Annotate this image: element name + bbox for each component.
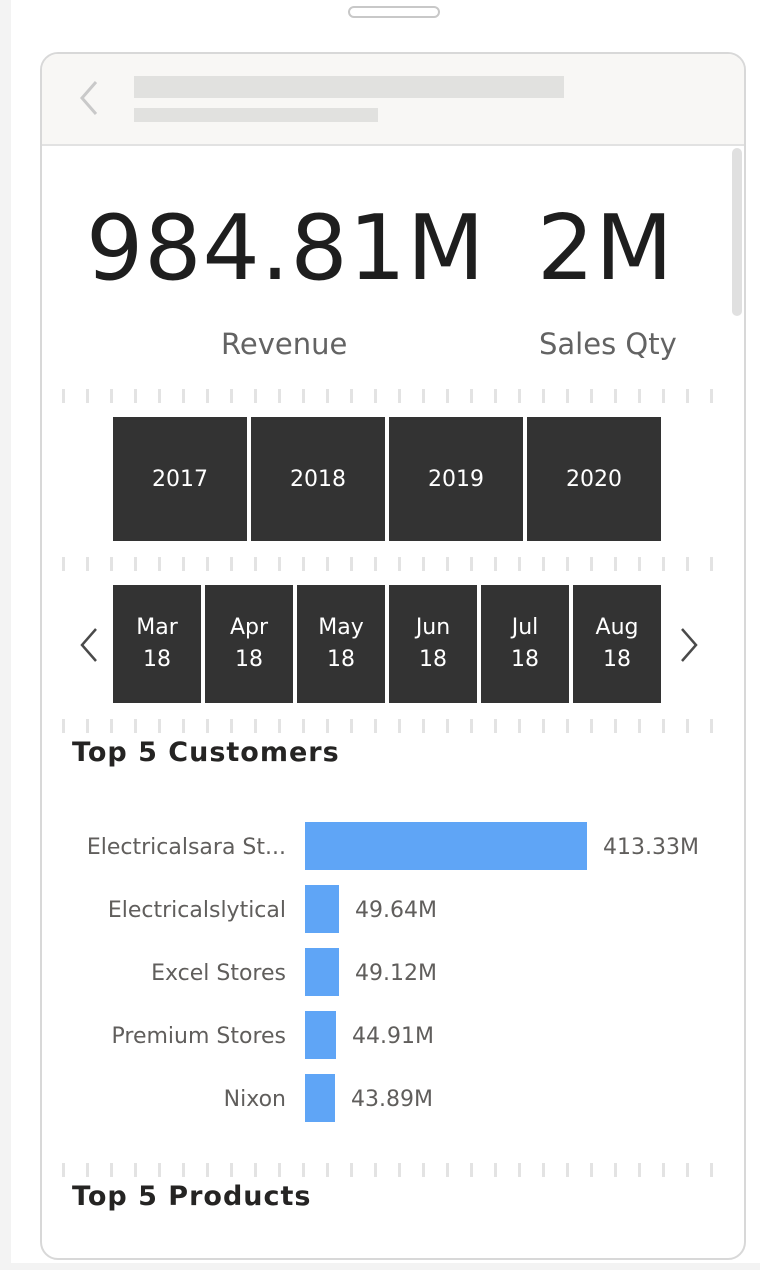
chevron-left-icon [80, 81, 98, 115]
bar[interactable] [305, 1011, 336, 1059]
scrollbar-thumb[interactable] [732, 148, 742, 316]
divider [62, 1163, 722, 1177]
back-button[interactable] [70, 76, 110, 120]
bar[interactable] [305, 822, 587, 870]
chevron-left-icon [80, 628, 97, 662]
revenue-label: Revenue [221, 327, 348, 361]
bar[interactable] [305, 948, 339, 996]
left-margin [0, 0, 11, 1270]
bottom-margin [0, 1263, 760, 1270]
bar-label: Excel Stores [151, 961, 286, 986]
month-tile-jul-18[interactable]: Jul 18 [481, 585, 569, 703]
bar-value-label: 413.33M [603, 835, 699, 860]
subtitle-placeholder [134, 108, 378, 122]
month-tile-apr-18[interactable]: Apr 18 [205, 585, 293, 703]
title-placeholder [134, 76, 564, 98]
bar[interactable] [305, 885, 339, 933]
phone-frame: 984.81M Revenue 2M Sales Qty 2017 2018 2… [40, 52, 746, 1260]
year-tile-2018[interactable]: 2018 [251, 417, 385, 541]
month-year: 18 [419, 647, 447, 672]
sales-qty-value: 2M [537, 196, 674, 301]
phone-header [42, 54, 744, 146]
month-name: Jun [415, 615, 451, 640]
bar-value-label: 49.64M [355, 898, 437, 923]
prev-months-button[interactable] [77, 625, 103, 665]
year-tile-2020[interactable]: 2020 [527, 417, 661, 541]
month-name: Aug [595, 615, 639, 640]
bar-label: Electricalsara St... [86, 835, 286, 860]
year-tile-2019[interactable]: 2019 [389, 417, 523, 541]
next-months-button[interactable] [675, 625, 701, 665]
month-tile-aug-18[interactable]: Aug 18 [573, 585, 661, 703]
divider [62, 389, 722, 403]
year-tile-2017[interactable]: 2017 [113, 417, 247, 541]
divider [62, 719, 722, 733]
top-products-title: Top 5 Products [72, 1181, 312, 1212]
month-year: 18 [511, 647, 539, 672]
bar-value-label: 43.89M [351, 1087, 433, 1112]
sales-qty-label: Sales Qty [539, 327, 677, 361]
month-year: 18 [235, 647, 263, 672]
bar-label: Premium Stores [111, 1024, 287, 1049]
bar-value-label: 49.12M [355, 961, 437, 986]
bar-value-label: 44.91M [352, 1024, 434, 1049]
bar-label: Electricalslytical [107, 898, 286, 923]
month-tile-may-18[interactable]: May 18 [297, 585, 385, 703]
month-name: May [318, 615, 364, 640]
revenue-value: 984.81M [86, 196, 486, 301]
month-tile-jun-18[interactable]: Jun 18 [389, 585, 477, 703]
top-customers-title: Top 5 Customers [72, 737, 340, 768]
chevron-right-icon [681, 628, 698, 662]
month-year: 18 [603, 647, 631, 672]
month-year: 18 [327, 647, 355, 672]
month-name: Mar [136, 615, 178, 640]
month-name: Apr [229, 615, 269, 640]
month-tile-mar-18[interactable]: Mar 18 [113, 585, 201, 703]
bar[interactable] [305, 1074, 335, 1122]
month-year: 18 [143, 647, 171, 672]
divider [62, 557, 722, 571]
phone-notch [348, 6, 440, 18]
month-name: Jul [511, 615, 539, 640]
bar-label: Nixon [223, 1087, 286, 1112]
